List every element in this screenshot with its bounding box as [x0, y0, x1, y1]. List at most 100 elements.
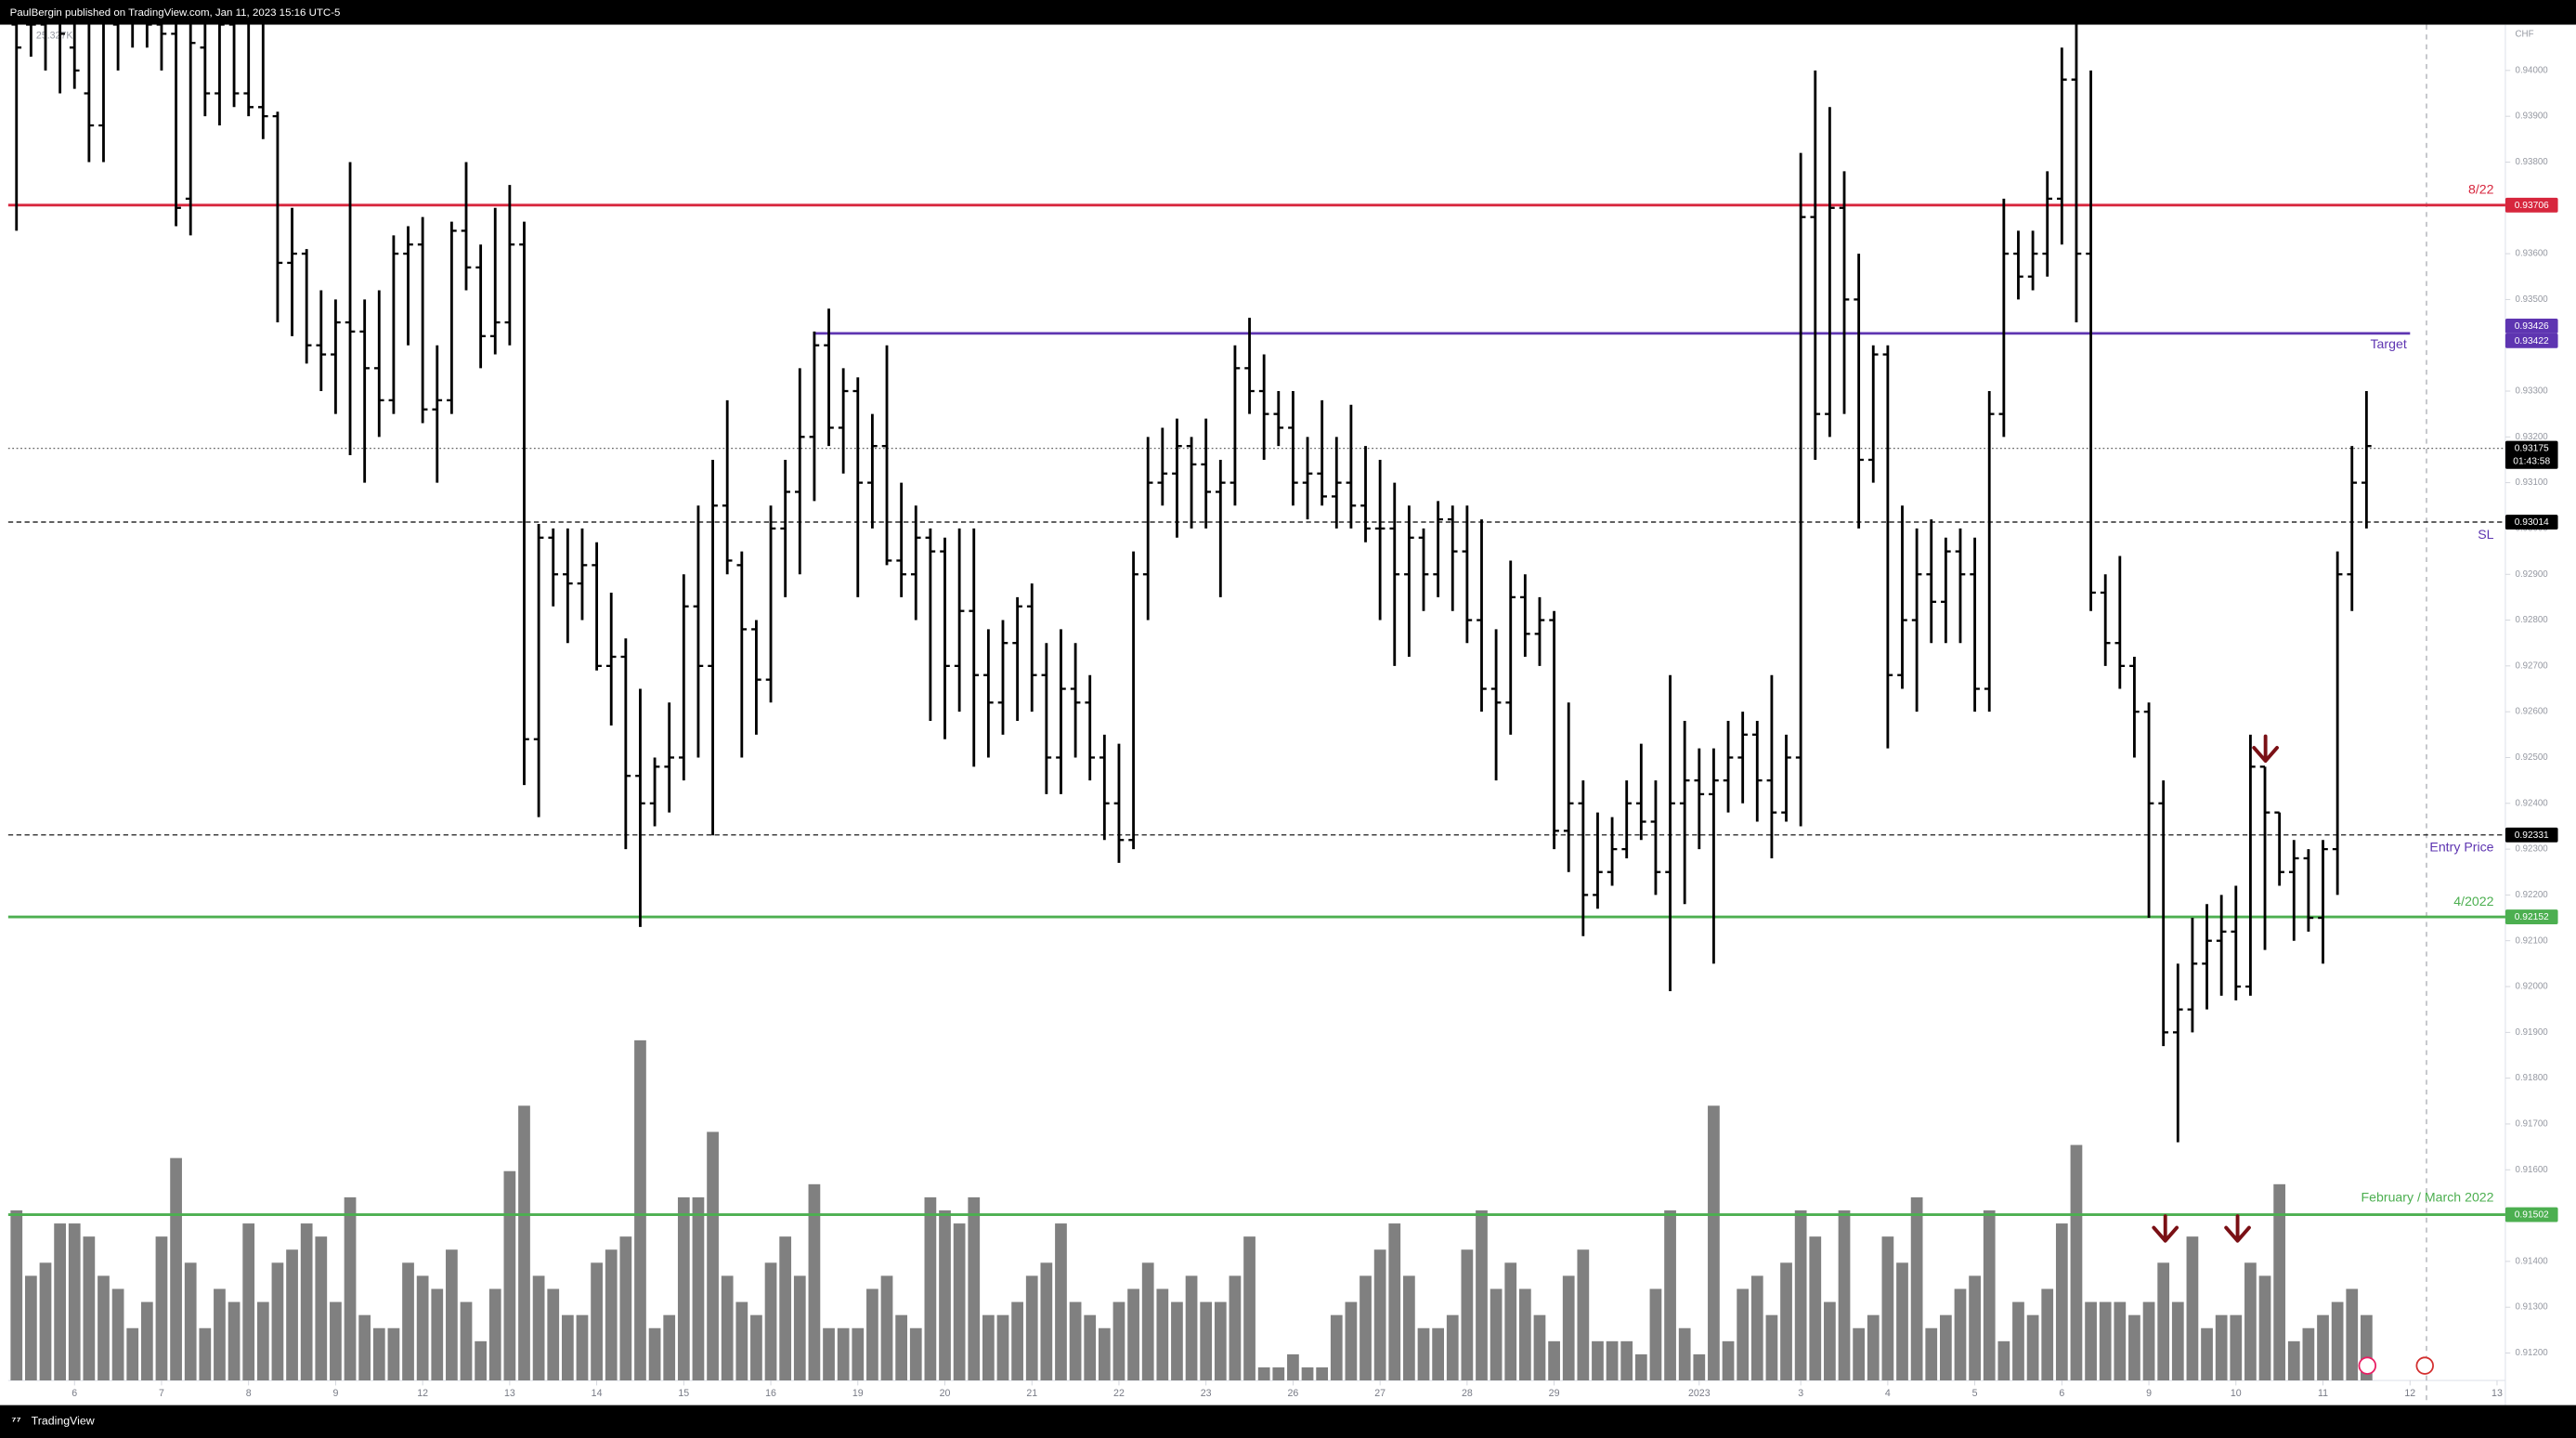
y-tick-label: 0.92600 [2516, 707, 2549, 717]
volume-bar [1954, 1288, 1967, 1381]
volume-bar [532, 1275, 545, 1381]
volume-bar [126, 1327, 139, 1381]
volume-bar [2114, 1301, 2127, 1381]
volume-bar [503, 1170, 516, 1381]
volume-bar [2230, 1314, 2243, 1381]
logo-mark: ⁷⁷ [11, 1415, 20, 1428]
volume-bar [2128, 1314, 2140, 1381]
x-tick-label: 3 [1798, 1388, 1803, 1399]
flag-icon[interactable] [2415, 1356, 2434, 1375]
y-tick-label: 0.91900 [2516, 1027, 2549, 1038]
volume-bar [1098, 1327, 1111, 1381]
volume-bar [315, 1236, 328, 1381]
volume-bar [823, 1327, 835, 1381]
volume-bar [286, 1249, 298, 1381]
price-tag-label: 0.93706 [2515, 201, 2549, 211]
volume-bar [1388, 1223, 1401, 1381]
level-text: Entry Price [2429, 840, 2493, 855]
x-tick-label: 9 [332, 1388, 338, 1399]
volume-bar [271, 1262, 284, 1381]
event-icon[interactable] [2358, 1356, 2377, 1375]
volume-bar [256, 1301, 269, 1381]
y-tick-label: 0.91600 [2516, 1165, 2549, 1175]
volume-bar [344, 1196, 357, 1381]
volume-bar [1345, 1301, 1358, 1381]
volume-bar [2099, 1301, 2112, 1381]
price-tag [2504, 515, 2558, 529]
volume-bar [1722, 1340, 1735, 1381]
volume-bar [561, 1314, 574, 1381]
price-tag-label: 0.92331 [2515, 830, 2549, 841]
volume-bar [140, 1301, 153, 1381]
volume-bar [982, 1314, 995, 1381]
volume-bar [1939, 1314, 1952, 1381]
volume-bar [953, 1223, 966, 1381]
volume-bar [1809, 1236, 1822, 1381]
y-tick-label: 0.92400 [2516, 798, 2549, 808]
volume-bar [2317, 1314, 2329, 1381]
y-tick-label: 0.91700 [2516, 1119, 2549, 1130]
volume-bar [1634, 1353, 1647, 1381]
x-tick-label: 21 [1026, 1388, 1037, 1399]
volume-bar [242, 1223, 255, 1381]
volume-bar [518, 1105, 530, 1381]
y-tick-label: 0.92300 [2516, 844, 2549, 855]
volume-bar [1678, 1327, 1691, 1381]
volume-bar [1780, 1262, 1792, 1381]
y-tick-label: 0.91300 [2516, 1302, 2549, 1313]
volume-bar [1518, 1288, 1531, 1381]
volume-bar [837, 1327, 850, 1381]
volume-bar [591, 1262, 603, 1381]
volume-bar [1301, 1366, 1314, 1381]
x-tick-label: 19 [852, 1388, 864, 1399]
price-tag [2504, 909, 2558, 925]
volume-bar [488, 1288, 501, 1381]
y-tick-label: 0.94000 [2516, 65, 2549, 75]
volume-bar [2026, 1314, 2039, 1381]
volume-bar [2041, 1288, 2054, 1381]
volume-bar [25, 1275, 37, 1381]
volume-bar [2273, 1183, 2286, 1381]
volume-bar [446, 1249, 458, 1381]
volume-bar [83, 1236, 96, 1381]
annotation-arrows [2152, 734, 2279, 1243]
volume-bar [1373, 1249, 1386, 1381]
volume-bar [2201, 1327, 2213, 1381]
x-tick-label: 13 [2491, 1388, 2503, 1399]
volume-bar [1141, 1262, 1154, 1381]
x-tick-label: 5 [1972, 1388, 1978, 1399]
price-tag-label: 0.91502 [2515, 1210, 2549, 1221]
price-tag [2504, 1207, 2558, 1222]
volume-bar [155, 1236, 168, 1381]
y-tick-label: 0.92500 [2516, 752, 2549, 763]
level-text: February / March 2022 [2361, 1190, 2493, 1205]
volume-bar [1040, 1262, 1053, 1381]
volume-bar [1577, 1249, 1590, 1381]
volume-bar [2142, 1301, 2155, 1381]
price-layer [11, 24, 2372, 1143]
volume-bar [764, 1262, 777, 1381]
price-tag-label: 0.93422 [2515, 336, 2549, 346]
volume-bar [2215, 1314, 2228, 1381]
volume-bar [793, 1275, 806, 1381]
volume-bar [1461, 1249, 1474, 1381]
volume-layer [10, 1039, 2373, 1381]
volume-bar [605, 1249, 618, 1381]
x-tick-label: 15 [678, 1388, 689, 1399]
level-layer: 8/22 Target SL Entry Price 4/2022 February / … [7, 182, 2505, 1216]
volume-bar [1417, 1327, 1430, 1381]
volume-bar [2055, 1223, 2068, 1381]
volume-bar [1562, 1275, 1575, 1381]
volume-bar [1881, 1236, 1894, 1381]
volume-bar [677, 1196, 690, 1381]
volume-bar [98, 1275, 110, 1381]
volume-bar [2186, 1236, 2199, 1381]
y-tick-label: 0.93300 [2516, 386, 2549, 397]
volume-bar [228, 1301, 241, 1381]
volume-bar [808, 1183, 821, 1381]
header-text: PaulBergin published on TradingView.com,… [10, 7, 341, 19]
y-tick-label: 0.92100 [2516, 935, 2549, 946]
volume-bar [1693, 1353, 1706, 1381]
volume-bar [2331, 1301, 2344, 1381]
volume-bar [460, 1301, 473, 1381]
